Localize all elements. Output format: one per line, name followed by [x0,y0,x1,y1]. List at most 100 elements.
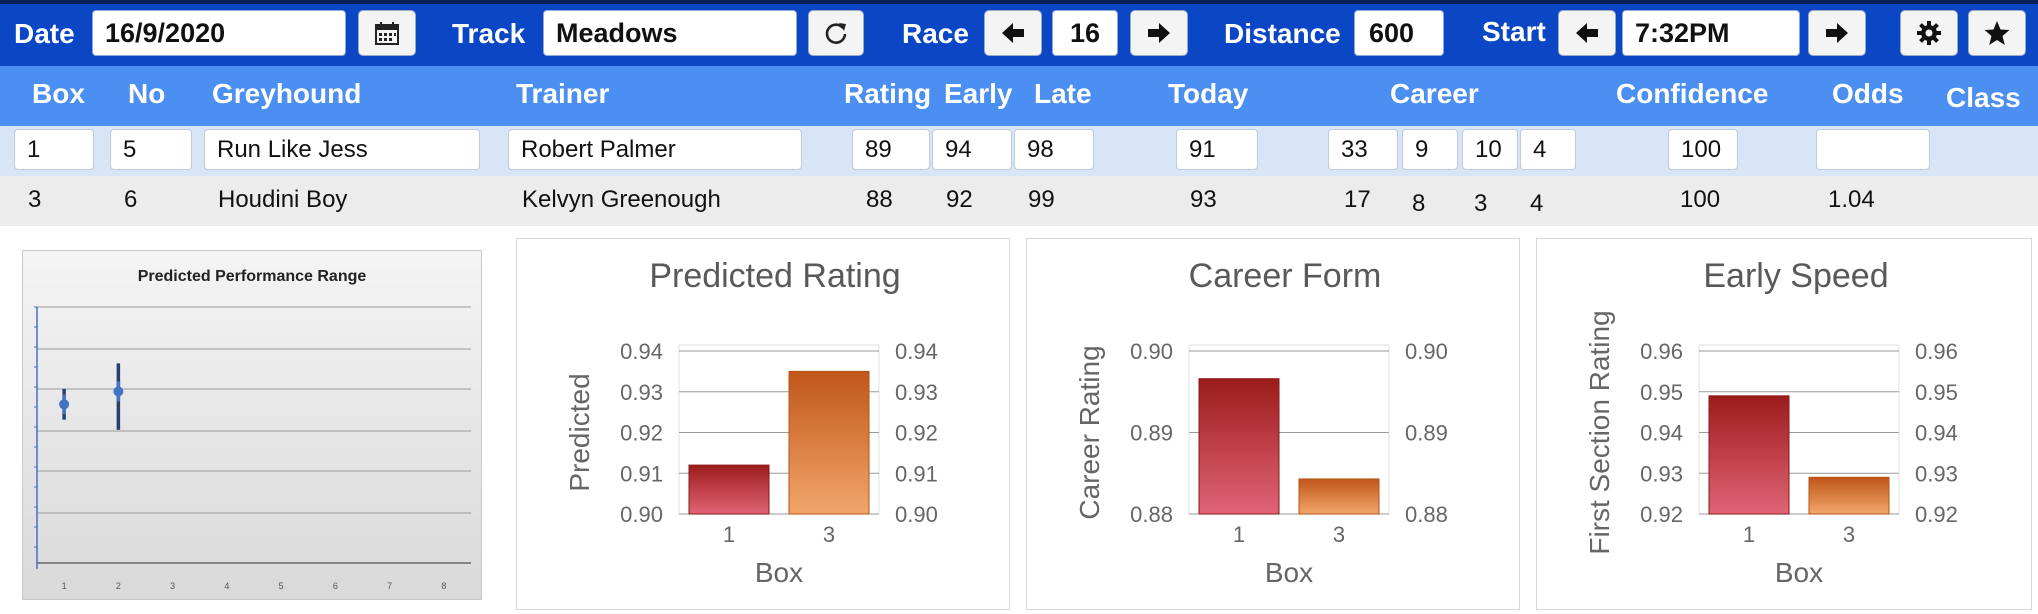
data-point [59,399,70,410]
odds-input[interactable] [1816,129,1930,170]
col-early: Early [944,78,1013,109]
career-value-1: 17 [1344,186,1371,213]
bar [1808,476,1890,515]
race-next-button[interactable] [1130,10,1188,56]
chart-title: Early Speed [1703,257,1888,295]
y2-tick-label: 0.92 [895,421,938,446]
y-axis-label: Career Rating [1074,345,1105,519]
distance-label: Distance [1224,18,1341,49]
col-box: Box [32,78,85,109]
y2-tick-label: 0.90 [1405,339,1448,364]
table-row: 3 6 Houdini Boy Kelvyn Greenough 88 92 9… [0,176,2038,226]
date-label: Date [14,18,75,49]
favorite-button[interactable] [1968,10,2026,56]
x-tick-label: 8 [441,581,446,591]
confidence-input[interactable]: 100 [1668,129,1738,170]
refresh-button[interactable] [808,10,864,56]
chart-title: Career Form [1189,257,1382,295]
x-axis-label: Box [1775,557,1823,588]
col-greyhound: Greyhound [212,78,362,109]
x-tick-label: 1 [1233,522,1245,547]
date-input[interactable]: 16/9/2020 [92,10,346,56]
race-number-input[interactable]: 16 [1052,10,1118,56]
x-tick-label: 6 [333,581,338,591]
career-form-chart: Career Form 0.88 0.88 0.89 0.89 0.90 0.90 1 3 Box… [1074,257,1448,588]
calendar-icon [375,22,399,45]
table-header: Box No Greyhound Trainer Rating Early La… [0,66,2038,126]
y-tick-label: 0.92 [620,421,663,446]
track-label: Track [452,18,526,49]
odds-value: 1.04 [1828,186,1875,213]
y-axis-label: Predicted [564,373,595,491]
x-tick-label: 1 [723,522,735,547]
early-speed-chart: Early Speed 0.92 0.92 0.93 0.93 0.94 0.94 0.95 0… [1584,257,1958,588]
career-form-panel: Career Form 0.88 0.88 0.89 0.89 0.90 0.90 1 3 Box… [1026,238,1520,610]
no-input[interactable]: 5 [110,129,192,170]
no-value: 6 [124,186,138,213]
trainer-input[interactable]: Robert Palmer [508,129,802,170]
career-value-2: 8 [1412,190,1426,217]
settings-button[interactable] [1900,10,1958,56]
arrow-left-icon [1002,23,1024,43]
greyhound-value: Houdini Boy [218,186,348,213]
y-tick-label: 0.90 [1130,339,1173,364]
trainer-value: Kelvyn Greenough [522,186,721,213]
y2-tick-label: 0.88 [1405,502,1448,527]
bar [1198,378,1280,515]
late-input[interactable]: 98 [1014,129,1094,170]
bar [788,370,870,515]
y-tick-label: 0.93 [620,380,663,405]
y2-tick-label: 0.94 [895,339,938,364]
today-input[interactable]: 91 [1176,129,1258,170]
career-input-2[interactable]: 9 [1402,129,1458,170]
start-next-button[interactable] [1808,10,1866,56]
x-tick-label: 3 [1333,522,1345,547]
career-input-3[interactable]: 10 [1462,129,1518,170]
y-tick-label: 0.94 [1640,421,1683,446]
y2-tick-label: 0.95 [1915,380,1958,405]
data-point [113,386,124,397]
distance-input[interactable]: 600 [1354,10,1444,56]
chart-title: Predicted Performance Range [138,268,367,285]
col-class: Class [1946,82,2021,113]
bar [688,464,770,515]
y-tick-label: 0.89 [1130,421,1173,446]
x-axis-label: Box [1265,557,1313,588]
refresh-icon [825,23,847,44]
top-toolbar: Date 16/9/2020 Track Meadows Race 16 Dis… [0,0,2038,66]
bar [1708,395,1790,515]
y-tick-label: 0.90 [620,502,663,527]
greyhound-input[interactable]: Run Like Jess [204,129,480,170]
star-icon [1984,21,2010,45]
rating-input[interactable]: 89 [852,129,930,170]
col-no: No [128,78,166,109]
track-input[interactable]: Meadows [543,10,797,56]
career-input-4[interactable]: 4 [1520,129,1576,170]
x-tick-label: 2 [116,581,121,591]
bar [1298,478,1380,515]
calendar-button[interactable] [358,10,416,56]
predicted-rating-chart: Predicted Rating 0.90 0.90 0.91 0.91 0.92 0.92… [564,257,938,588]
career-input-1[interactable]: 33 [1328,129,1398,170]
late-value: 99 [1028,186,1055,213]
start-time-input[interactable]: 7:32PM [1622,10,1800,56]
col-odds: Odds [1832,78,1904,109]
start-prev-button[interactable] [1558,10,1616,56]
col-confidence: Confidence [1616,78,1769,109]
x-tick-label: 7 [387,581,392,591]
early-input[interactable]: 94 [932,129,1012,170]
start-label: Start [1482,16,1546,47]
y-tick-label: 0.95 [1640,380,1683,405]
col-rating: Rating [844,78,932,109]
y2-tick-label: 0.90 [895,502,938,527]
y2-tick-label: 0.94 [1915,421,1958,446]
x-tick-label: 3 [170,581,175,591]
race-prev-button[interactable] [984,10,1042,56]
x-axis-label: Box [755,557,803,588]
y-tick-label: 0.88 [1130,502,1173,527]
y2-tick-label: 0.92 [1915,502,1958,527]
rating-value: 88 [866,186,893,213]
x-tick-label: 1 [1743,522,1755,547]
box-input[interactable]: 1 [14,129,94,170]
x-tick-label: 3 [823,522,835,547]
